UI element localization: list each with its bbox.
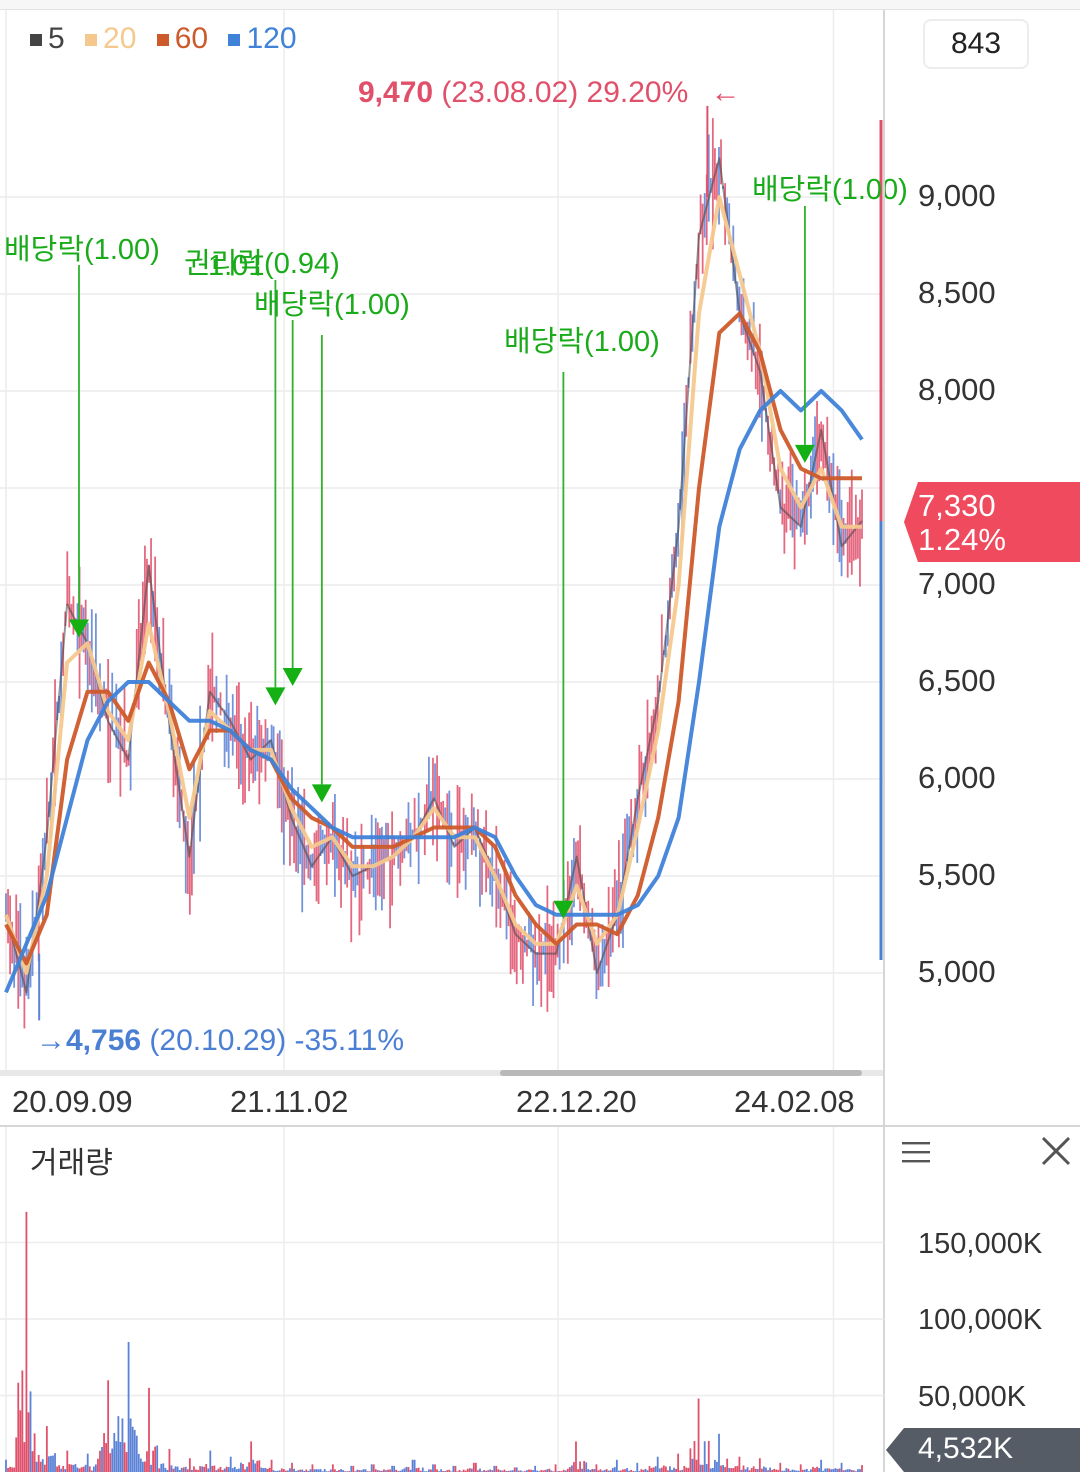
volume-chart-svg — [0, 1127, 884, 1472]
ma-line-60 — [4, 311, 862, 966]
legend-label-20: 20 — [103, 22, 137, 55]
legend-swatch-120 — [228, 34, 241, 47]
y-tick-label: 7,000 — [918, 566, 996, 601]
menu-icon[interactable] — [902, 1138, 932, 1166]
legend-item-120[interactable]: 120 — [228, 22, 297, 55]
volume-tick-label: 100,000K — [918, 1304, 1043, 1336]
y-tick-label: 5,000 — [918, 954, 996, 989]
close-icon-svg — [1041, 1136, 1071, 1166]
menu-icon-svg — [902, 1142, 930, 1163]
legend-label-120: 120 — [246, 22, 297, 55]
price-chart[interactable] — [0, 10, 884, 1072]
low-detail: (20.10.29) -35.11% — [149, 1024, 405, 1057]
event-marker — [265, 687, 286, 706]
current-change: 1.24% — [918, 522, 1006, 557]
event-label-dividend-1: 배당락(1.00) — [4, 234, 160, 266]
price-chart-svg — [0, 10, 884, 1072]
legend-swatch-20 — [85, 34, 98, 47]
volume-tick-label: 50,000K — [918, 1381, 1027, 1413]
ma-line-120 — [4, 389, 864, 994]
volume-title: 거래량 — [30, 1147, 113, 1180]
high-detail: (23.08.02) 29.20% — [441, 76, 689, 109]
current-price-tag: 7,330 1.24% — [904, 482, 1080, 562]
low-price-annotation: →4,756 (20.10.29) -35.11% — [36, 1024, 404, 1058]
y-tick-label: 5,500 — [918, 857, 996, 892]
event-marker — [282, 668, 303, 686]
legend-label-5: 5 — [48, 22, 65, 55]
event-label-dividend-3: 배당락(1.00) — [504, 326, 660, 358]
legend-item-5[interactable]: 5 — [30, 22, 65, 55]
volume-tick-label: 150,000K — [918, 1228, 1043, 1260]
legend-swatch-60 — [156, 34, 169, 47]
right-arrow-icon: → — [36, 1024, 66, 1057]
legend-swatch-5 — [30, 34, 42, 47]
x-tick-label: 20.09.09 — [12, 1084, 133, 1119]
legend-item-20[interactable]: 20 — [85, 22, 136, 55]
x-tick-label: 22.12.20 — [516, 1084, 637, 1119]
ma-line-5 — [5, 157, 863, 994]
current-volume-tag: 4,532K — [886, 1428, 1080, 1472]
event-label-rights-1: 권리락(0.94) — [184, 248, 340, 280]
event-label-dividend-2: 배당락(1.00) — [254, 289, 410, 321]
close-icon[interactable] — [1040, 1135, 1072, 1167]
date-axis — [0, 1072, 884, 1125]
event-marker — [68, 619, 89, 638]
event-marker — [311, 784, 332, 803]
event-marker — [553, 900, 574, 919]
x-tick-label: 24.02.08 — [734, 1084, 855, 1119]
x-tick-label: 21.11.02 — [230, 1084, 349, 1119]
legend-item-60[interactable]: 60 — [156, 22, 209, 55]
scroll-thumb[interactable] — [500, 1070, 862, 1076]
y-tick-label: 8,000 — [918, 372, 996, 407]
legend-label-60: 60 — [174, 22, 209, 55]
axis-divider — [883, 10, 885, 1472]
y-tick-label: 6,000 — [918, 760, 996, 795]
event-marker — [794, 444, 815, 463]
scroll-track[interactable] — [0, 1070, 884, 1076]
y-tick-label: 8,500 — [918, 275, 996, 310]
ma-line-20 — [4, 195, 862, 975]
high-price-annotation: 9,470 (23.08.02) 29.20% ← — [358, 76, 741, 110]
pane-divider[interactable] — [0, 1125, 1080, 1127]
event-label-ratio: 1.01 — [208, 250, 265, 282]
ma-legend[interactable]: 5 20 60 120 — [30, 22, 309, 56]
volume-bars — [5, 1211, 863, 1472]
current-price: 7,330 — [918, 488, 996, 523]
current-volume: 4,532K — [918, 1432, 1014, 1465]
y-tick-label: 9,000 — [918, 178, 996, 213]
event-label-dividend-4: 배당락(1.00) — [752, 174, 908, 206]
candle-count-box[interactable]: 843 — [923, 19, 1029, 69]
volume-chart[interactable] — [0, 1127, 884, 1472]
high-price: 9,470 — [358, 76, 434, 109]
top-border — [0, 0, 1080, 10]
y-tick-label: 6,500 — [918, 663, 996, 698]
left-arrow-icon: ← — [710, 76, 741, 109]
low-price: 4,756 — [66, 1024, 142, 1057]
